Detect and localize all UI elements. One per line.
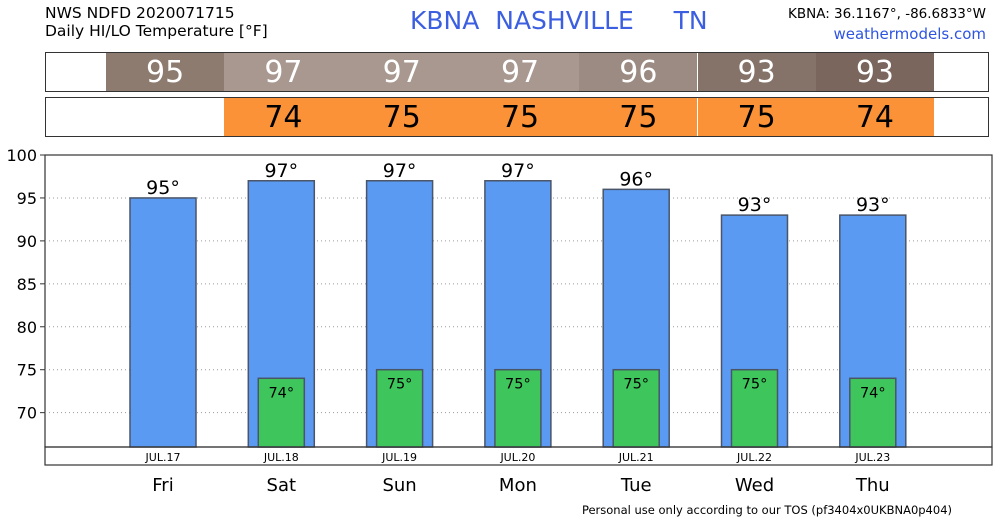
day-label: Sun — [382, 475, 416, 496]
high_strip-cell: 97 — [224, 53, 343, 91]
high-bar-label: 97° — [264, 160, 298, 182]
y-tick-label: 70 — [17, 404, 37, 423]
low-bar — [257, 377, 306, 448]
low_strip-cell: 75 — [579, 98, 698, 136]
high-bar-label: 97° — [383, 160, 417, 182]
y-tick-label: 80 — [17, 318, 37, 337]
high_strip-cell: 96 — [579, 53, 698, 91]
high-bar-label: 93° — [738, 194, 772, 216]
model-run-label: NWS NDFD 2020071715 — [45, 4, 235, 22]
low-temp-strip: 74 75 75 75 75 74 — [45, 97, 989, 137]
tos-footer: Personal use only according to our TOS (… — [581, 503, 952, 517]
day-label: Thu — [855, 475, 890, 496]
low_strip-cell: 75 — [697, 98, 816, 136]
header-right: KBNA: 36.1167°, -86.6833°W weathermodels… — [788, 4, 986, 44]
date-label: JUL.18 — [263, 451, 299, 464]
y-tick-label: 100 — [6, 146, 37, 165]
chart-title: Daily HI/LO Temperature [°F] — [45, 22, 268, 40]
low_strip-cell: 74 — [815, 98, 935, 136]
high-bar-label: 96° — [619, 168, 653, 190]
station-title: KBNA NASHVILLE TN — [410, 6, 708, 35]
low_strip-cell: 74 — [224, 98, 343, 136]
header-left: NWS NDFD 2020071715 Daily HI/LO Temperat… — [45, 4, 268, 40]
low_strip-cell: 75 — [460, 98, 580, 136]
day-label: Mon — [499, 475, 537, 496]
site-link[interactable]: weathermodels.com — [833, 25, 986, 43]
high_strip-cell: 97 — [460, 53, 580, 91]
day-label: Tue — [620, 475, 652, 496]
low_strip-cell: 75 — [342, 98, 461, 136]
date-label: JUL.19 — [381, 451, 417, 464]
day-label: Fri — [152, 475, 173, 496]
high-temp-strip: 95 97 97 97 96 93 93 — [45, 52, 989, 92]
low-bar-label: 75° — [742, 377, 768, 393]
y-tick-label: 85 — [17, 275, 37, 294]
low-bar-label: 75° — [505, 377, 531, 393]
high-bar-label: 97° — [501, 160, 535, 182]
date-label: JUL.22 — [736, 451, 772, 464]
high-bar-label: 93° — [856, 194, 890, 216]
date-label: JUL.21 — [618, 451, 654, 464]
low_strip-cell — [106, 98, 225, 136]
high_strip-cell: 95 — [106, 53, 225, 91]
low-bar-label: 74° — [268, 385, 294, 401]
day-label: Wed — [735, 475, 774, 496]
y-tick-label: 90 — [17, 232, 37, 251]
date-label: JUL.17 — [145, 451, 181, 464]
station-coords: KBNA: 36.1167°, -86.6833°W — [787, 6, 986, 22]
high-bar — [129, 197, 197, 448]
y-tick-label: 95 — [17, 189, 37, 208]
date-label: JUL.23 — [854, 451, 890, 464]
low-bar-label: 74° — [860, 385, 886, 401]
high_strip-cell: 97 — [342, 53, 461, 91]
high-bar-label: 95° — [146, 177, 180, 199]
high_strip-cell: 93 — [697, 53, 816, 91]
date-label: JUL.20 — [499, 451, 535, 464]
low-bar — [612, 368, 660, 448]
day-label: Sat — [267, 475, 297, 496]
high_strip-cell: 93 — [815, 53, 935, 91]
y-tick-label: 75 — [17, 361, 37, 380]
low-bar-label: 75° — [387, 377, 413, 393]
date-row — [44, 446, 993, 466]
low-bar-label: 75° — [623, 377, 649, 393]
